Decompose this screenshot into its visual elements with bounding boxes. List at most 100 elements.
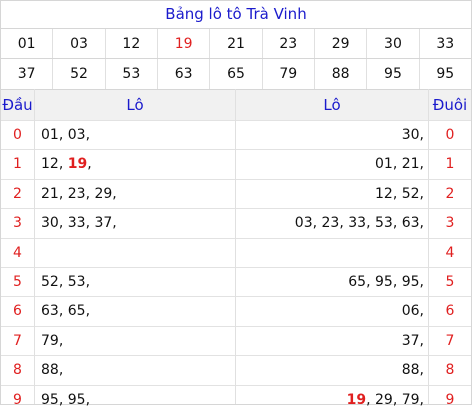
loto-number: 63 [41, 303, 59, 320]
result-number: 30 [366, 29, 418, 59]
lo-left-cell: 12, 19, [41, 156, 92, 173]
dau-digit: 2 [13, 185, 22, 202]
duoi-digit: 1 [445, 156, 455, 173]
table-row: 9 95, 95, 19, 29, 79, 9 [1, 384, 471, 415]
lo-right-cell: 03, 23, 33, 53, 63, [294, 215, 424, 232]
lo-left-cell: 01, 03, [41, 127, 91, 143]
lo-right-cell: 01, 21, [374, 156, 424, 173]
loto-number: 19 [67, 156, 88, 173]
divider [235, 89, 236, 404]
lo-right-cell: 30, [401, 127, 424, 143]
loto-number: 19 [346, 391, 367, 408]
loto-number: 95 [374, 274, 393, 290]
lo-left-cell: 21, 23, 29, [41, 185, 117, 202]
loto-number: 88 [41, 362, 59, 379]
lo-left-cell [35, 239, 241, 268]
result-number: 95 [366, 59, 418, 89]
loto-number: 06 [401, 303, 420, 320]
duoi-digit: 4 [445, 244, 455, 261]
duoi-digit: 2 [445, 185, 455, 202]
lo-right-cell: 19, 29, 79, [346, 391, 424, 408]
result-number: 29 [313, 29, 366, 59]
result-number: 79 [261, 59, 314, 89]
header-dau: Đầu [1, 89, 34, 120]
result-number: 53 [104, 59, 157, 89]
dau-digit: 4 [13, 244, 22, 261]
loto-number: 12 [374, 185, 393, 202]
result-number: 23 [261, 29, 314, 59]
loto-number: 37 [94, 215, 113, 232]
duoi-digit: 5 [445, 274, 455, 290]
divider [428, 89, 429, 404]
numbers-row-1: 01 03 12 19 21 23 29 30 33 [1, 28, 471, 59]
table-row: 5 52, 53, 65, 95, 95, 5 [1, 267, 471, 297]
divider [34, 89, 35, 404]
loto-number: 29 [94, 185, 113, 202]
loto-number: 03 [294, 215, 313, 232]
header-lo-right: Lô [236, 89, 428, 120]
lo-left-cell: 79, [41, 332, 64, 349]
loto-number: 53 [374, 215, 393, 232]
loto-number: 52 [41, 274, 59, 290]
result-number: 63 [156, 59, 209, 89]
result-number: 19 [156, 29, 209, 59]
table-row: 8 88, 88, 8 [1, 355, 471, 385]
loto-number: 21 [41, 185, 59, 202]
table-row: 0 01, 03, 30, 0 [1, 120, 471, 150]
loto-number: 33 [348, 215, 367, 232]
loto-number: 23 [67, 185, 86, 202]
result-number: 12 [104, 29, 157, 59]
header-lo-left: Lô [35, 89, 235, 120]
lo-right-cell: 37, [401, 332, 424, 349]
numbers-row-2: 37 52 53 63 65 79 88 95 95 [1, 58, 471, 89]
result-number: 52 [52, 59, 104, 89]
dau-digit: 9 [13, 391, 22, 408]
loto-number: 88 [401, 362, 420, 379]
loto-number: 65 [67, 303, 86, 320]
duoi-digit: 9 [445, 391, 455, 408]
loto-number: 53 [67, 274, 86, 290]
lo-left-cell: 88, [41, 362, 64, 379]
lo-right-cell: 88, [401, 362, 424, 379]
lo-right-cell [236, 239, 424, 268]
lo-left-cell: 63, 65, [41, 303, 91, 320]
lo-left-cell: 52, 53, [41, 274, 91, 290]
loto-number: 95 [41, 391, 59, 408]
result-number: 01 [17, 36, 36, 52]
result-number: 88 [313, 59, 366, 89]
loto-number: 12 [41, 156, 59, 173]
table-row: 2 21, 23, 29, 12, 52, 2 [1, 178, 471, 209]
dau-digit: 5 [13, 274, 22, 290]
duoi-digit: 3 [445, 215, 455, 232]
loto-number: 01 [374, 156, 393, 173]
table-row: 6 63, 65, 06, 6 [1, 296, 471, 326]
lo-right-cell: 12, 52, [374, 185, 424, 202]
loto-number: 33 [67, 215, 86, 232]
duoi-digit: 0 [445, 127, 455, 143]
lo-left-cell: 95, 95, [41, 391, 91, 408]
header-duoi: Đuôi [429, 89, 471, 120]
loto-number: 23 [321, 215, 340, 232]
dau-digit: 3 [13, 215, 22, 232]
duoi-digit: 7 [445, 332, 455, 349]
lo-right-cell: 65, 95, 95, [348, 274, 424, 290]
result-number: 37 [17, 66, 36, 82]
result-number: 21 [209, 29, 261, 59]
loto-number: 01 [41, 127, 59, 143]
result-number: 33 [418, 29, 471, 59]
loto-number: 63 [401, 215, 420, 232]
loto-number: 29 [374, 391, 393, 408]
duoi-digit: 8 [445, 362, 455, 379]
table-row: 7 79, 37, 7 [1, 325, 471, 356]
loto-number: 30 [401, 127, 420, 143]
table-row: 1 12, 19, 01, 21, 1 [1, 149, 471, 179]
result-number: 65 [209, 59, 261, 89]
table-title: Bảng lô tô Trà Vinh [165, 5, 307, 23]
result-number: 03 [52, 29, 104, 59]
loto-number: 79 [41, 332, 59, 349]
dau-digit: 6 [13, 303, 22, 320]
loto-number: 37 [401, 332, 420, 349]
lo-right-cell: 06, [401, 303, 424, 320]
